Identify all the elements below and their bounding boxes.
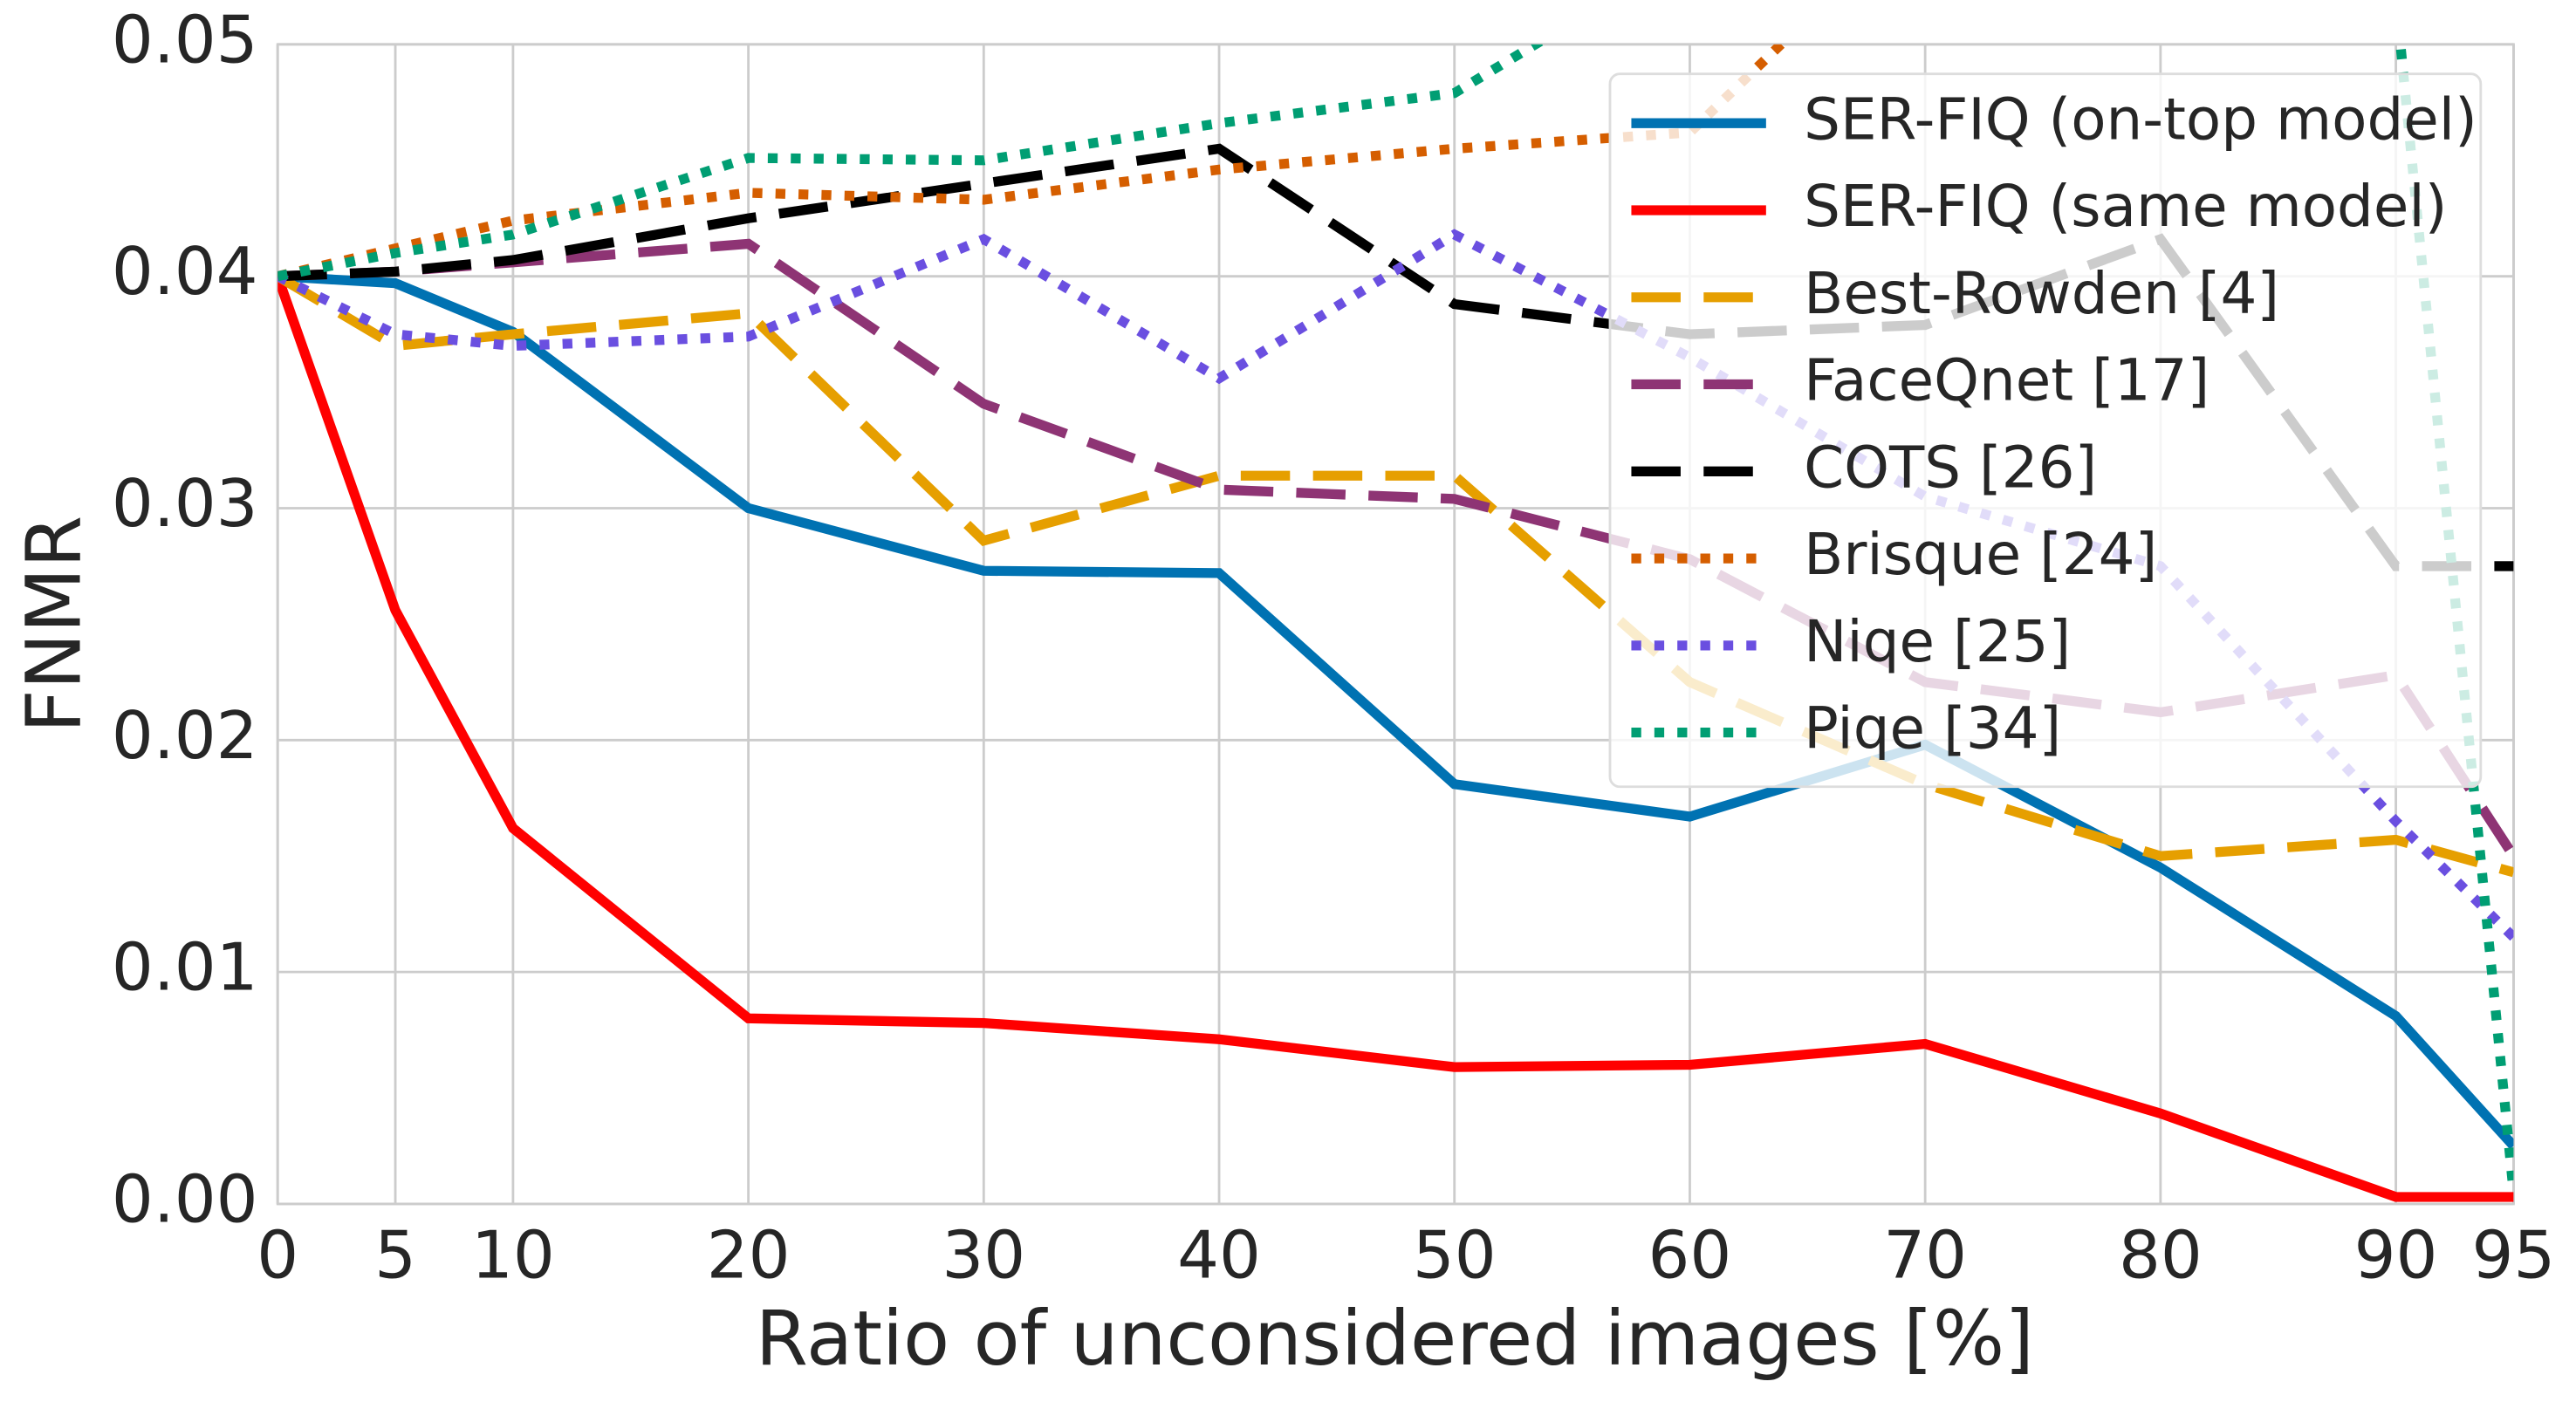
x-tick-label: 60	[1648, 1216, 1732, 1293]
y-tick-label: 0.02	[112, 697, 258, 774]
y-tick-label: 0.00	[112, 1160, 258, 1237]
legend-box	[1608, 72, 2483, 789]
y-tick-label: 0.04	[112, 233, 258, 310]
legend-label: SER-FIQ (on-top model)	[1804, 85, 2477, 153]
legend-label: Piqe [34]	[1804, 695, 2061, 763]
series-line	[277, 274, 2514, 1202]
legend-label: Best-Rowden [4]	[1804, 260, 2279, 327]
x-tick-label: 0	[257, 1216, 298, 1293]
series-line	[277, 143, 2514, 571]
legend-label: COTS [26]	[1804, 434, 2097, 501]
y-tick-label: 0.05	[112, 1, 258, 78]
x-tick-label: 5	[374, 1216, 416, 1293]
legend-label: SER-FIQ (same model)	[1804, 173, 2447, 240]
legend-label: FaceQnet [17]	[1804, 347, 2209, 414]
y-axis-label: FNMR	[11, 516, 99, 733]
x-tick-label: 40	[1177, 1216, 1261, 1293]
x-tick-label: 10	[471, 1216, 555, 1293]
x-tick-label: 50	[1413, 1216, 1497, 1293]
legend-label: Brisque [24]	[1804, 521, 2157, 588]
x-tick-label: 20	[707, 1216, 791, 1293]
legend-label: Niqe [25]	[1804, 608, 2071, 675]
y-tick-label: 0.03	[112, 465, 258, 542]
x-tick-label: 80	[2119, 1216, 2203, 1293]
series-line	[277, 229, 2514, 941]
x-tick-label: 90	[2354, 1216, 2438, 1293]
x-axis-label: Ratio of unconsidered images [%]	[756, 1296, 2034, 1383]
series-line	[277, 271, 2514, 878]
x-tick-label: 95	[2472, 1216, 2556, 1293]
y-tick-label: 0.01	[112, 929, 258, 1006]
series-line	[277, 271, 2514, 1150]
x-tick-label: 70	[1883, 1216, 1967, 1293]
x-tick-label: 30	[942, 1216, 1025, 1293]
